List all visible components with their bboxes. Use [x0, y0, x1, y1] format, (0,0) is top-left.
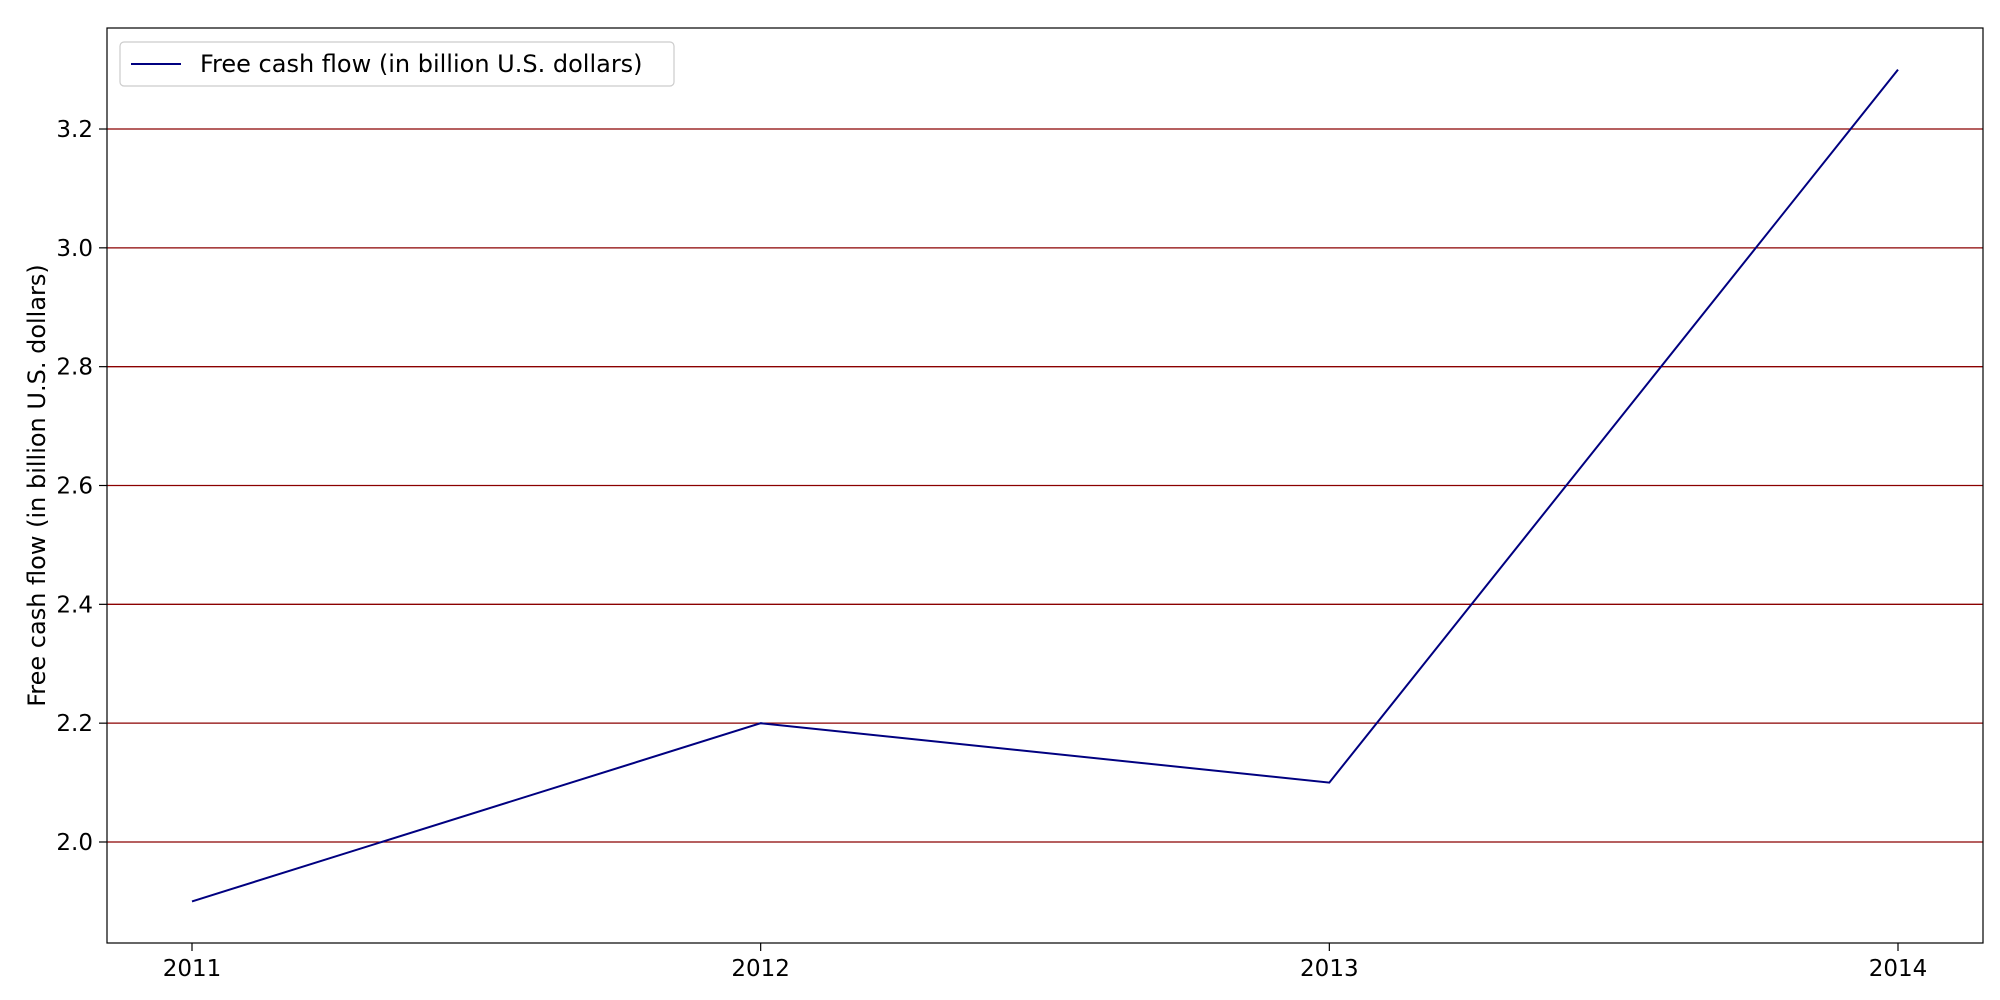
y-tick-label: 2.4	[56, 592, 93, 618]
y-axis-ticks: 2.0 2.2 2.4 2.6 2.8 3.0 3.2	[56, 117, 107, 856]
series-layer	[191, 68, 1899, 903]
legend-label: Free cash flow (in billion U.S. dollars)	[200, 50, 643, 78]
y-tick-label: 2.2	[56, 711, 93, 737]
y-tick-label: 3.2	[56, 117, 93, 143]
x-axis-ticks: 2011 2012 2013 2014	[163, 943, 1928, 982]
y-tick-label: 2.6	[56, 474, 93, 500]
x-tick-label: 2014	[1869, 956, 1928, 982]
y-tick-label: 3.0	[56, 236, 93, 262]
series-line	[191, 68, 1899, 903]
x-tick-label: 2011	[163, 956, 222, 982]
legend: Free cash flow (in billion U.S. dollars)	[119, 41, 675, 87]
x-tick-label: 2012	[731, 956, 790, 982]
y-tick-label: 2.8	[56, 355, 93, 381]
x-tick-label: 2013	[1300, 956, 1359, 982]
y-gridlines	[107, 128, 1983, 843]
legend-box	[119, 41, 675, 87]
y-tick-label: 2.0	[56, 830, 93, 856]
y-axis-label: Free cash flow (in billion U.S. dollars)	[23, 264, 51, 707]
